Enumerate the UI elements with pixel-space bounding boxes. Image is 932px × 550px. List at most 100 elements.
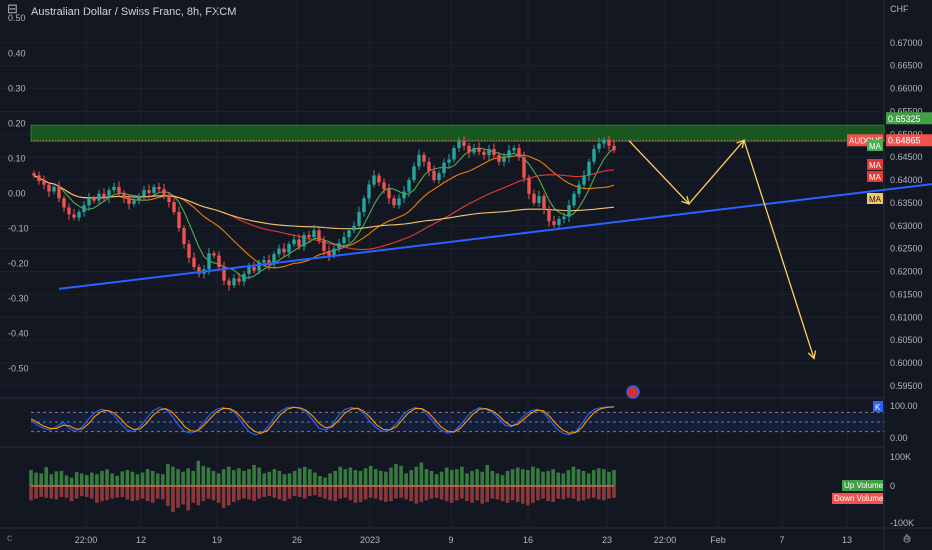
candle-body xyxy=(317,230,321,241)
up-volume-bar xyxy=(556,472,561,486)
up-volume-bar xyxy=(602,469,606,486)
down-volume-bar xyxy=(282,486,287,502)
down-volume-bar xyxy=(384,486,388,502)
up-volume-bar xyxy=(145,469,150,486)
up-volume-bar xyxy=(480,471,484,486)
up-volume-bar xyxy=(348,467,353,486)
x-axis-tick: 7 xyxy=(779,535,784,545)
down-volume-bar xyxy=(409,486,414,502)
left-axis-tick: 0.50 xyxy=(8,13,26,23)
up-volume-bar xyxy=(196,460,201,486)
candle-body xyxy=(207,253,211,270)
down-volume-bar xyxy=(297,486,302,497)
down-volume-bar xyxy=(130,486,135,502)
candle-body xyxy=(462,141,466,146)
candle-body xyxy=(147,190,151,193)
down-volume-bar xyxy=(526,486,530,506)
up-volume-bar xyxy=(90,472,94,486)
candle-body xyxy=(122,192,126,199)
up-volume-bar xyxy=(231,470,236,486)
candle-body xyxy=(517,148,521,158)
down-volume-bar xyxy=(252,486,256,502)
down-volume-bar xyxy=(110,486,114,499)
candle-body xyxy=(372,175,376,185)
candle-body xyxy=(592,148,596,162)
support-trendline xyxy=(58,183,932,290)
candle-body xyxy=(362,198,366,213)
tradingview-logo-icon[interactable]: ⊟ xyxy=(7,1,18,16)
candle-body xyxy=(292,239,296,245)
volume-axis-tick: 100K xyxy=(890,452,911,462)
down-volume-bar xyxy=(84,486,89,497)
down-volume-bar xyxy=(389,486,393,502)
up-volume-bar xyxy=(120,471,125,486)
up-volume-bar xyxy=(216,473,221,486)
gear-icon[interactable]: ⚙ xyxy=(902,534,912,546)
volume-axis-tick: 0 xyxy=(890,481,895,491)
down-volume-bar xyxy=(541,486,545,499)
event-flag-icon xyxy=(626,385,640,399)
down-volume-bar xyxy=(54,486,59,500)
candle-body xyxy=(392,198,396,206)
down-volume-bar xyxy=(485,486,490,502)
x-axis-tick: 9 xyxy=(448,535,453,545)
candle-body xyxy=(382,182,386,190)
candle-body xyxy=(412,166,416,181)
up-volume-bar xyxy=(292,470,297,486)
stoch-d-line xyxy=(30,406,615,434)
up-volume-bar xyxy=(135,474,140,486)
down-volume-tag: Down Volume xyxy=(834,494,884,503)
candle-body xyxy=(342,237,346,244)
left-axis-tick: 0.10 xyxy=(8,153,26,163)
candle-body xyxy=(182,228,186,245)
candle-body xyxy=(237,278,241,282)
candle-body xyxy=(352,225,356,231)
candle-body xyxy=(367,184,371,199)
auto-scale-button[interactable]: A xyxy=(903,533,910,544)
x-axis-tick: 26 xyxy=(292,535,302,545)
currency-label: CHF xyxy=(890,4,909,14)
candle-body xyxy=(332,248,336,256)
down-volume-bar xyxy=(546,486,550,502)
down-volume-bar xyxy=(394,486,398,499)
up-volume-bar xyxy=(460,466,464,486)
left-axis-tick: 0.20 xyxy=(8,118,26,128)
candle-body xyxy=(452,148,456,160)
down-volume-bar xyxy=(500,486,505,502)
candle-body xyxy=(212,253,216,256)
up-volume-bar xyxy=(607,471,611,486)
up-volume-bar xyxy=(470,470,474,486)
down-volume-bar xyxy=(551,486,555,502)
up-volume-bar xyxy=(267,471,272,486)
up-volume-bar xyxy=(368,465,373,486)
resistance-zone xyxy=(30,124,885,142)
down-volume-bar xyxy=(247,486,251,500)
up-volume-bar xyxy=(561,473,566,486)
ma-tag: MA xyxy=(869,142,882,151)
candle-body xyxy=(307,234,311,238)
candle-body xyxy=(272,254,276,265)
candle-body xyxy=(417,154,421,167)
up-volume-bar xyxy=(526,470,530,486)
up-volume-bar xyxy=(389,467,393,486)
up-volume-bar xyxy=(297,468,302,486)
ma-tag-bg xyxy=(867,193,883,204)
left-axis-tick: -0.30 xyxy=(8,294,29,304)
left-axis-tick: -0.40 xyxy=(8,329,29,339)
scroll-left-label[interactable]: c xyxy=(7,533,12,544)
up-volume-tag: Up Volume xyxy=(844,481,884,490)
x-axis-tick: 22:00 xyxy=(75,535,98,545)
right-axis-tick: 0.60000 xyxy=(890,358,923,368)
up-volume-bar xyxy=(586,473,591,486)
up-volume-bar xyxy=(591,470,596,486)
candle-body xyxy=(497,154,501,162)
down-volume-bar xyxy=(470,486,474,503)
candle-body xyxy=(167,194,171,203)
candle-body xyxy=(347,230,351,238)
down-volume-bar xyxy=(49,486,54,499)
up-volume-bar xyxy=(373,469,378,486)
down-volume-bar xyxy=(221,486,226,508)
last-price-tag: 0.64865 xyxy=(888,135,921,145)
right-axis-tick: 0.65500 xyxy=(890,106,923,116)
